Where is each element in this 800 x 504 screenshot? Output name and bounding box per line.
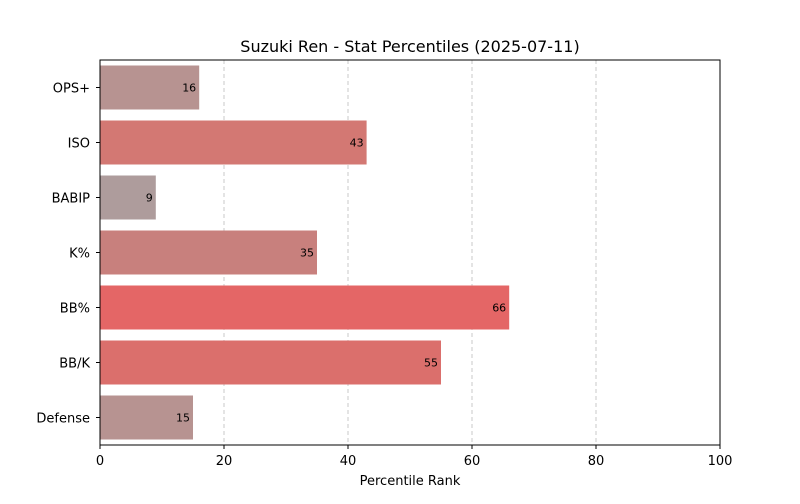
x-tick-label: 40	[340, 454, 357, 469]
x-tick-label: 60	[464, 454, 481, 469]
bar	[100, 395, 193, 440]
bar	[100, 230, 317, 275]
y-tick-label: K%	[69, 247, 90, 262]
y-tick-label: OPS+	[53, 82, 90, 97]
x-tick-label: 80	[588, 454, 605, 469]
bar-value-label: 16	[182, 82, 196, 95]
y-tick-label: Defense	[36, 412, 90, 427]
y-tick-label: ISO	[68, 137, 90, 152]
x-axis-label: Percentile Rank	[360, 474, 461, 489]
bar-value-label: 9	[146, 192, 153, 205]
data-labels: 16 43 9 35 66 55 15	[146, 82, 506, 425]
bar-value-label: 15	[176, 412, 190, 425]
bars	[100, 65, 510, 440]
y-tick-label: BB/K	[59, 357, 90, 372]
bar	[100, 340, 441, 385]
x-tick-label: 0	[96, 454, 104, 469]
bar-value-label: 55	[424, 357, 438, 370]
bar	[100, 175, 156, 220]
bar-value-label: 43	[350, 137, 364, 150]
bar	[100, 120, 367, 165]
x-tick-label: 100	[708, 454, 733, 469]
bar	[100, 65, 200, 110]
y-tick-label: BABIP	[52, 192, 91, 207]
y-tick-label: BB%	[60, 302, 90, 317]
bar-value-label: 35	[300, 247, 314, 260]
bar-value-label: 66	[492, 302, 506, 315]
x-axis-ticks: 0 20 40 60 80 100	[96, 445, 733, 469]
chart-title: Suzuki Ren - Stat Percentiles (2025-07-1…	[240, 37, 579, 56]
y-axis-ticks: OPS+ ISO BABIP K% BB% BB/K Defense	[36, 82, 100, 427]
bar	[100, 285, 510, 330]
x-tick-label: 20	[216, 454, 233, 469]
